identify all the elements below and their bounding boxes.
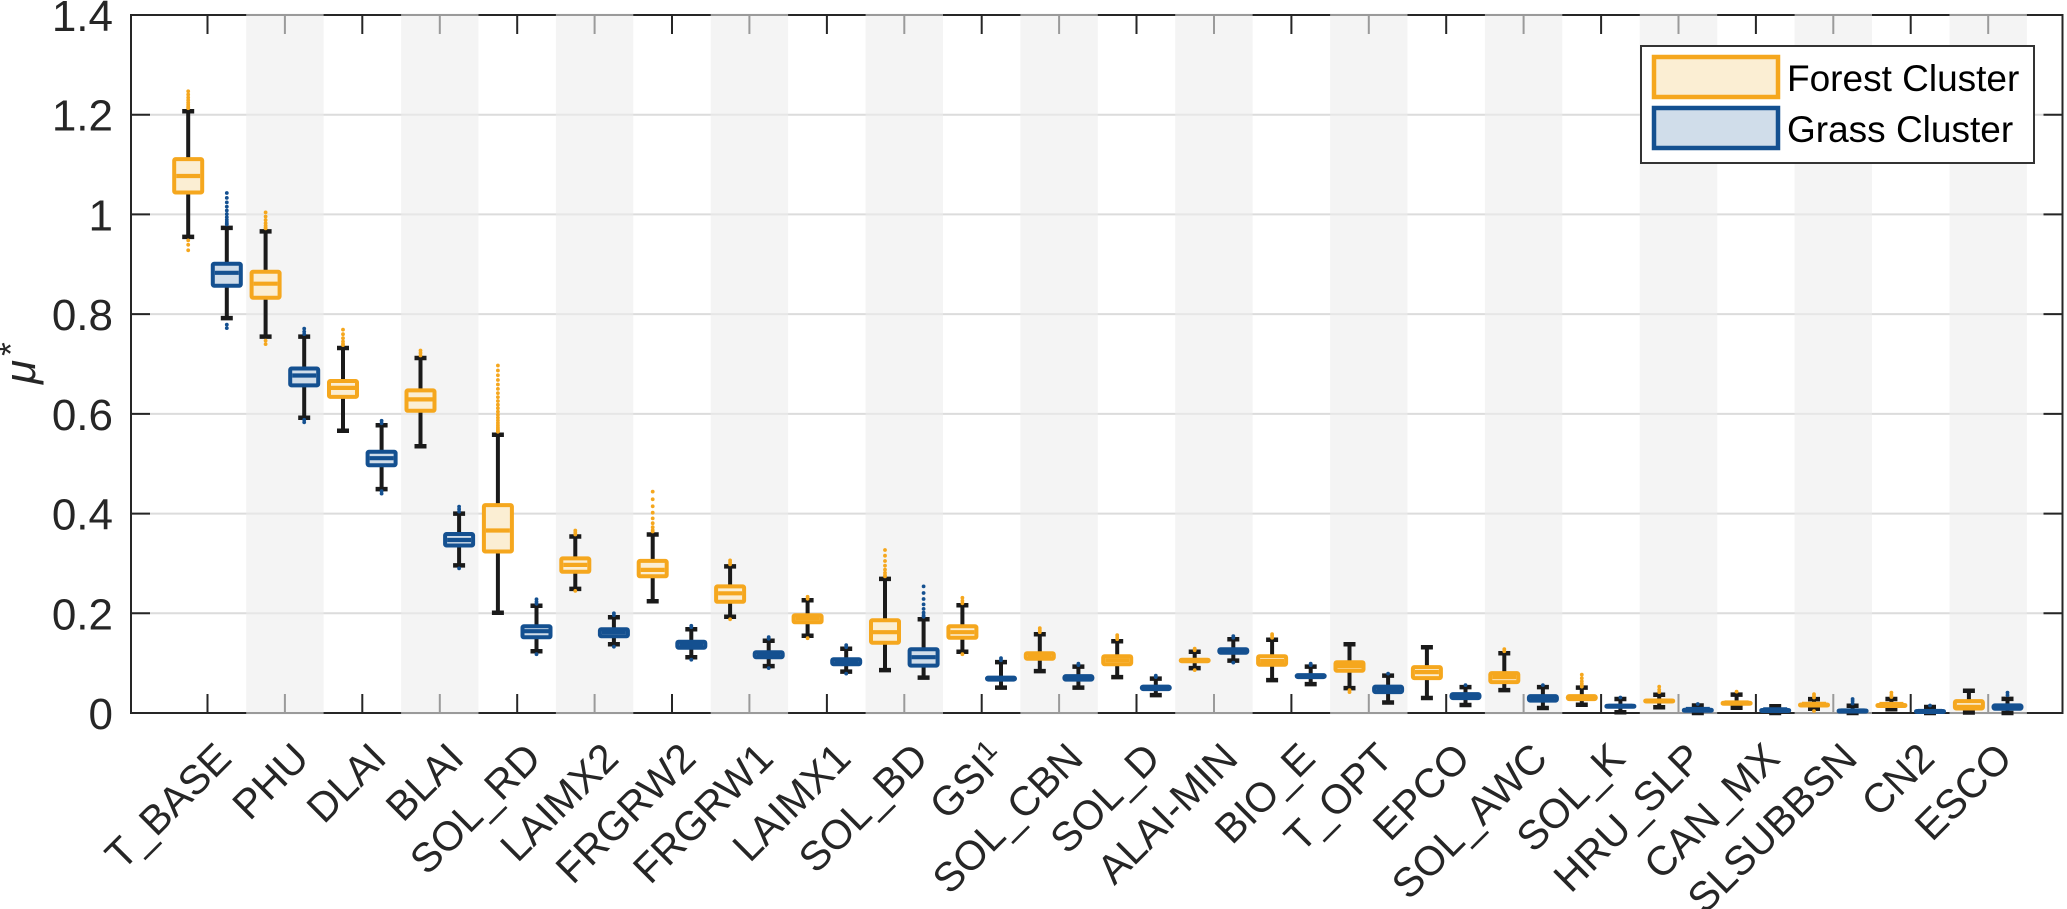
svg-text:0: 0: [89, 690, 113, 739]
svg-text:Forest Cluster: Forest Cluster: [1787, 58, 2019, 99]
svg-text:1: 1: [89, 191, 113, 240]
svg-text:1.4: 1.4: [52, 0, 113, 41]
svg-text:1.2: 1.2: [52, 92, 113, 141]
svg-text:0.6: 0.6: [52, 391, 113, 440]
svg-text:0.2: 0.2: [52, 590, 113, 639]
svg-text:0.4: 0.4: [52, 491, 113, 540]
svg-text:Grass Cluster: Grass Cluster: [1787, 109, 2013, 150]
svg-text:0.8: 0.8: [52, 291, 113, 340]
